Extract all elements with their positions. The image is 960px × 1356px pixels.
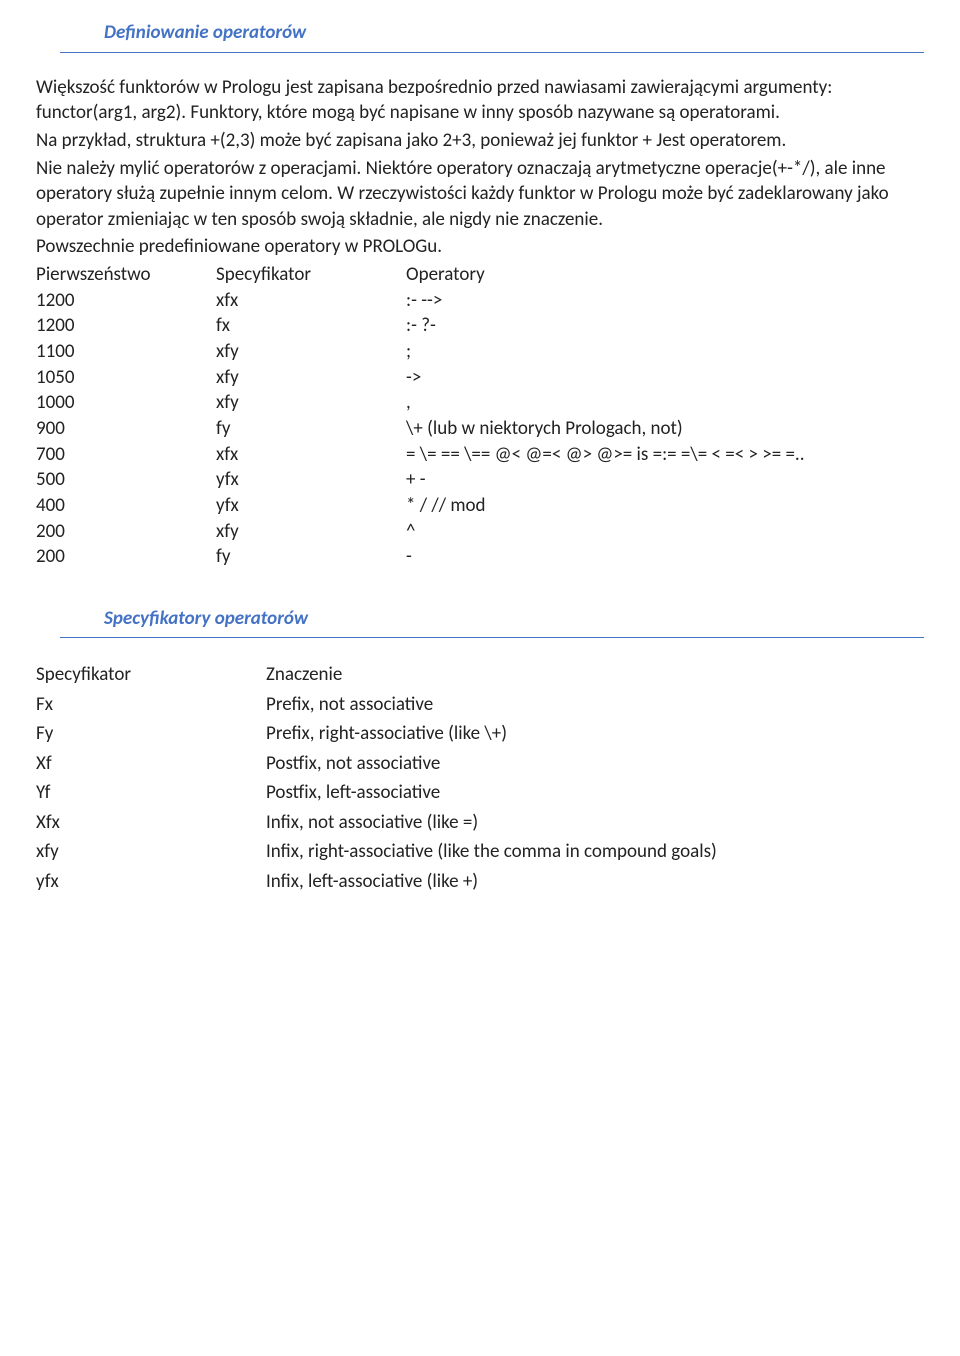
cell-spec: yfx (36, 867, 266, 896)
cell-precedence: 200 (36, 544, 216, 570)
cell-meaning: Infix, not associative (like =) (266, 808, 924, 837)
cell-specifier: fy (216, 544, 406, 570)
paragraph-1: Większość funktorów w Prologu jest zapis… (36, 75, 924, 126)
cell-specifier: yfx (216, 467, 406, 493)
section-rule-2 (60, 637, 924, 638)
cell-meaning: Postfix, left-associative (266, 778, 924, 807)
cell-specifier: xfy (216, 339, 406, 365)
cell-operators: -> (406, 365, 924, 391)
cell-precedence: 400 (36, 493, 216, 519)
cell-operators: - (406, 544, 924, 570)
cell-spec: Fx (36, 690, 266, 719)
section-heading-1: Definiowanie operatorów (104, 20, 924, 48)
table-row: Fy Prefix, right-associative (like \+) (36, 719, 924, 748)
section-rule-1 (60, 52, 924, 53)
operators-table: Pierwszeństwo Specyfikator Operatory 120… (36, 262, 924, 570)
cell-operators: = \= == \== @< @=< @> @>= is =:= =\= < =… (406, 442, 924, 468)
table-row: Xfx Infix, not associative (like =) (36, 808, 924, 837)
table-row: 500 yfx + - (36, 467, 924, 493)
table-row: Fx Prefix, not associative (36, 690, 924, 719)
cell-operators: * / // mod (406, 493, 924, 519)
cell-operators: :- --> (406, 288, 924, 314)
cell-meaning: Infix, right-associative (like the comma… (266, 837, 924, 866)
cell-specifier: xfx (216, 442, 406, 468)
cell-spec: Fy (36, 719, 266, 748)
cell-operators: ^ (406, 519, 924, 545)
cell-operators: \+ (lub w niektorych Prologach, not) (406, 416, 924, 442)
header-precedence: Pierwszeństwo (36, 262, 216, 288)
specifiers-table: Specyfikator Znaczenie Fx Prefix, not as… (36, 660, 924, 896)
table-row: 700 xfx = \= == \== @< @=< @> @>= is =:=… (36, 442, 924, 468)
paragraph-2: Na przykład, struktura +(2,3) może być z… (36, 128, 924, 154)
cell-specifier: xfy (216, 365, 406, 391)
table-row: 1050 xfy -> (36, 365, 924, 391)
table-row: 1000 xfy , (36, 390, 924, 416)
cell-operators: :- ?- (406, 313, 924, 339)
cell-specifier: xfy (216, 390, 406, 416)
cell-meaning: Prefix, right-associative (like \+) (266, 719, 924, 748)
specifiers-header-row: Specyfikator Znaczenie (36, 660, 924, 689)
cell-precedence: 500 (36, 467, 216, 493)
cell-operators: , (406, 390, 924, 416)
header-meaning: Znaczenie (266, 660, 924, 689)
section-heading-2: Specyfikatory operatorów (104, 606, 924, 634)
table-row: 1100 xfy ; (36, 339, 924, 365)
cell-spec: xfy (36, 837, 266, 866)
cell-precedence: 1100 (36, 339, 216, 365)
cell-precedence: 900 (36, 416, 216, 442)
header-operators: Operatory (406, 262, 924, 288)
paragraph-3: Nie należy mylić operatorów z operacjami… (36, 156, 924, 233)
cell-meaning: Postfix, not associative (266, 749, 924, 778)
cell-meaning: Infix, left-associative (like +) (266, 867, 924, 896)
table-row: 1200 fx :- ?- (36, 313, 924, 339)
table-row: Xf Postfix, not associative (36, 749, 924, 778)
cell-meaning: Prefix, not associative (266, 690, 924, 719)
cell-specifier: xfy (216, 519, 406, 545)
header-specifier: Specyfikator (216, 262, 406, 288)
cell-spec: Yf (36, 778, 266, 807)
table-row: 900 fy \+ (lub w niektorych Prologach, n… (36, 416, 924, 442)
cell-spec: Xfx (36, 808, 266, 837)
cell-specifier: yfx (216, 493, 406, 519)
cell-precedence: 200 (36, 519, 216, 545)
cell-precedence: 1200 (36, 313, 216, 339)
cell-precedence: 700 (36, 442, 216, 468)
cell-precedence: 1050 (36, 365, 216, 391)
cell-operators: ; (406, 339, 924, 365)
paragraph-4: Powszechnie predefiniowane operatory w P… (36, 234, 924, 260)
cell-specifier: fy (216, 416, 406, 442)
cell-precedence: 1000 (36, 390, 216, 416)
table-row: 200 fy - (36, 544, 924, 570)
operators-header-row: Pierwszeństwo Specyfikator Operatory (36, 262, 924, 288)
table-row: xfy Infix, right-associative (like the c… (36, 837, 924, 866)
table-row: 400 yfx * / // mod (36, 493, 924, 519)
header-specifier-label: Specyfikator (36, 660, 266, 689)
cell-spec: Xf (36, 749, 266, 778)
cell-operators: + - (406, 467, 924, 493)
cell-specifier: fx (216, 313, 406, 339)
cell-specifier: xfx (216, 288, 406, 314)
table-row: 1200 xfx :- --> (36, 288, 924, 314)
table-row: 200 xfy ^ (36, 519, 924, 545)
cell-precedence: 1200 (36, 288, 216, 314)
table-row: yfx Infix, left-associative (like +) (36, 867, 924, 896)
table-row: Yf Postfix, left-associative (36, 778, 924, 807)
